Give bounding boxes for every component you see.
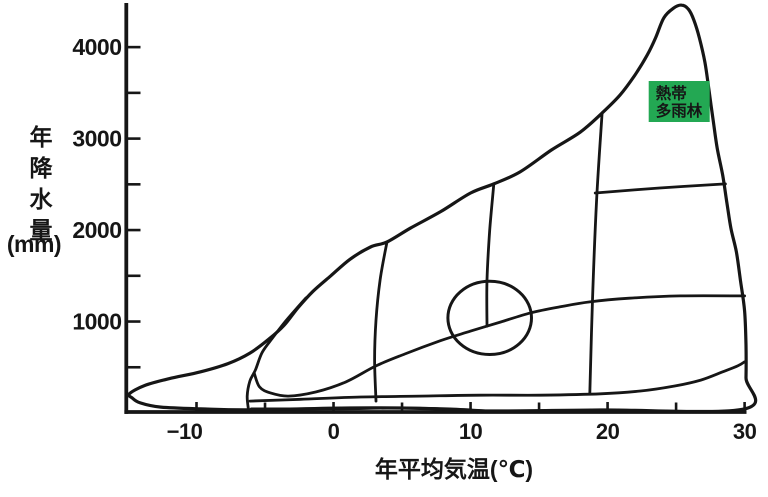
boundary-subtropical-tropical <box>593 182 727 195</box>
y-title-char-3: 水 <box>30 186 54 212</box>
boundary-tundra-left <box>245 296 308 413</box>
biome-boundaries <box>245 111 746 413</box>
y-title-char-2: 降 <box>30 155 54 181</box>
sclerophyll-forest-circle <box>446 279 534 356</box>
biome-envelope-outline <box>127 3 758 414</box>
axes: −10 0 10 20 30 1000 2000 3000 4000 <box>72 3 757 444</box>
y-ticks <box>128 45 141 369</box>
x-tick-label--10: −10 <box>167 419 203 444</box>
x-tick-label-20: 20 <box>596 419 620 444</box>
boundary-grassland-desert <box>248 360 746 403</box>
x-tick-label-10: 10 <box>459 419 483 444</box>
y-tick-label-2000: 2000 <box>72 217 121 243</box>
badge-background <box>648 81 710 122</box>
y-tick-label-4000: 4000 <box>72 34 121 60</box>
y-title-char-4: 量 <box>30 217 53 243</box>
y-axis-title: 年 降 水 量 (mm) <box>7 124 62 257</box>
badge-line-2: 多雨林 <box>656 101 703 120</box>
y-title-char-1: 年 <box>30 124 53 150</box>
badge-line-1: 熱帯 <box>656 84 688 103</box>
x-tick-label-30: 30 <box>733 419 757 444</box>
y-tick-label-3000: 3000 <box>72 126 121 152</box>
x-tick-labels: −10 0 10 20 30 <box>167 419 757 444</box>
tropical-rainforest-badge: 熱帯 多雨林 <box>648 81 710 122</box>
y-title-unit: (mm) <box>7 231 61 257</box>
y-tick-label-1000: 1000 <box>72 309 121 335</box>
boundary-divider-19c <box>588 111 604 396</box>
x-axis-title: 年平均気温(℃) <box>375 456 533 482</box>
x-tick-label-0: 0 <box>328 419 340 444</box>
boundary-divider-11c <box>485 182 496 328</box>
boundary-divider-3c <box>373 240 389 403</box>
boundary-forest-grassland <box>252 294 746 398</box>
y-tick-labels: 1000 2000 3000 4000 <box>72 34 122 335</box>
boundary-desert-floor <box>249 406 489 413</box>
